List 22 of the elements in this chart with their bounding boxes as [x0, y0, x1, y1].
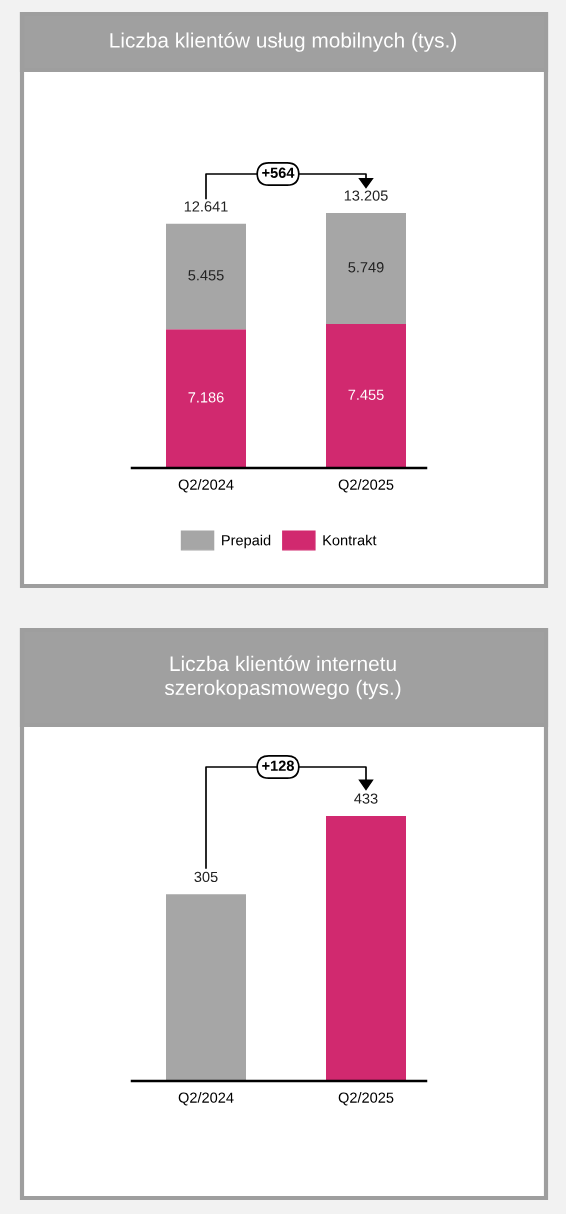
data-label: 7.455 [348, 389, 384, 400]
text: +564 [262, 167, 295, 178]
total-label: 12.641 [184, 201, 228, 212]
x-tick-label: Q2/2024 [178, 479, 234, 493]
bar [326, 213, 406, 325]
bar [326, 324, 406, 468]
chart-title: Liczba klientów internetu szerokopasmowego (tys.) [164, 655, 401, 700]
data-label: 433 [354, 793, 378, 804]
legend-label: Prepaid [222, 534, 271, 549]
text: +128 [262, 760, 294, 771]
x-tick-label: Q2/2025 [338, 479, 394, 493]
data-label: 305 [194, 871, 218, 883]
data-label: 7.186 [188, 392, 224, 403]
total-label: 13.205 [344, 190, 388, 201]
data-label: 5.455 [188, 270, 224, 281]
data-label: 5.749 [348, 262, 384, 273]
x-tick-label: Q2/2025 [338, 1092, 394, 1106]
bar [166, 223, 246, 330]
chart-title: Liczba klientów usług mobilnych (tys.) [110, 32, 456, 52]
x-tick-label: Q2/2024 [178, 1092, 234, 1106]
bar [166, 329, 246, 468]
legend-label: Kontrakt [323, 534, 377, 546]
